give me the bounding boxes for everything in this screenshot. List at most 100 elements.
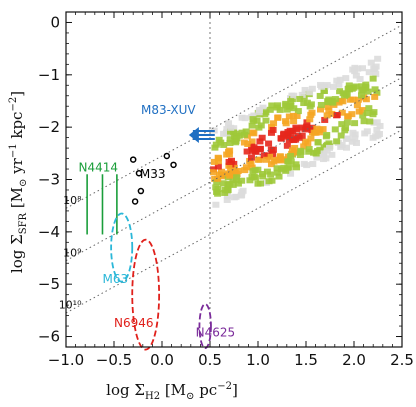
density-cell	[274, 114, 282, 121]
x-tick-label: −0.5	[96, 351, 132, 369]
m33-point	[163, 152, 171, 160]
density-cell	[270, 120, 278, 127]
density-cell	[275, 173, 283, 180]
density-cell	[323, 112, 331, 119]
density-cell	[262, 117, 270, 124]
density-cell	[356, 76, 364, 83]
density-cell	[322, 155, 330, 162]
density-cell	[338, 121, 346, 128]
y-tick-label: 0	[50, 13, 60, 31]
density-cell	[272, 157, 280, 164]
n6946-ellipse	[131, 238, 161, 351]
n4414-label: N4414	[78, 161, 118, 175]
depletion-label: 10⁹	[63, 246, 81, 259]
density-cell	[323, 132, 331, 139]
density-cell	[300, 100, 308, 107]
density-cell	[280, 156, 288, 163]
density-cell	[308, 124, 316, 131]
density-cell	[373, 126, 381, 133]
density-cell	[263, 156, 271, 163]
density-cell	[375, 131, 383, 138]
x-tick-label: −1.0	[48, 351, 84, 369]
density-cell	[331, 126, 339, 133]
density-cell	[331, 96, 339, 103]
density-cell	[320, 87, 328, 94]
density-cell	[367, 59, 375, 66]
density-cell	[256, 146, 264, 153]
density-cell	[250, 144, 258, 151]
density-cell	[241, 115, 249, 122]
density-cell	[307, 135, 315, 142]
density-cell	[323, 82, 331, 89]
density-cell	[362, 81, 370, 88]
density-cell	[354, 96, 362, 103]
density-cell	[305, 148, 313, 155]
density-cell	[268, 102, 276, 109]
m33-point	[129, 156, 137, 163]
density-cell	[369, 75, 377, 82]
density-cell	[212, 141, 220, 148]
density-cell	[259, 170, 267, 177]
density-cell	[373, 89, 381, 96]
density-cell	[290, 105, 298, 112]
density-cell	[300, 143, 308, 150]
density-cell	[258, 134, 266, 141]
density-cell	[229, 181, 237, 188]
density-cell	[266, 106, 274, 113]
density-cell	[283, 133, 291, 140]
density-cell	[363, 128, 371, 135]
density-cell	[246, 177, 254, 184]
density-cell	[233, 135, 241, 142]
density-cell	[339, 90, 347, 97]
m33-point	[135, 169, 143, 177]
density-cell	[338, 141, 346, 148]
x-tick-label: 1.0	[246, 351, 270, 369]
density-cell	[221, 189, 229, 196]
m63-label: M63	[102, 272, 128, 286]
m83-label: M83-XUV	[141, 103, 196, 117]
depletion-label: 10⁸	[63, 194, 82, 207]
density-cell	[249, 168, 257, 175]
depletion-line	[65, 76, 403, 262]
density-cell	[351, 135, 359, 142]
density-cell	[296, 152, 304, 159]
density-cell	[358, 65, 366, 72]
density-cell	[248, 138, 256, 145]
density-cell	[227, 124, 235, 131]
density-cell	[336, 88, 344, 95]
density-cell	[262, 109, 270, 116]
density-cell	[342, 125, 350, 132]
density-cell	[277, 135, 285, 142]
density-cell	[344, 135, 352, 142]
density-cell	[221, 186, 229, 193]
galaxy-markers: N4414 M33 M83-XUV M63 N6946 N4625	[78, 103, 235, 351]
density-cell	[352, 72, 360, 79]
density-cell	[358, 83, 366, 90]
density-cell	[300, 160, 308, 167]
density-cell	[366, 118, 374, 125]
density-cell	[325, 107, 333, 114]
density-cell	[290, 92, 298, 99]
density-cell	[265, 140, 273, 147]
density-cell	[350, 84, 358, 91]
density-cell	[304, 140, 312, 147]
density-cell	[313, 154, 321, 161]
m33-point	[137, 187, 145, 195]
x-axis-ticks: −1.0 −0.5 0.0 0.5 1.0 1.5 2.0 2.5	[48, 12, 414, 369]
density-cell	[352, 139, 360, 146]
density-cell	[244, 141, 252, 148]
density-cell	[260, 152, 268, 159]
x-tick-label: 2.0	[342, 351, 366, 369]
density-cell	[273, 165, 281, 172]
density-cell	[212, 201, 220, 208]
y-tick-label: −5	[38, 275, 60, 293]
density-cell	[268, 177, 276, 184]
density-cell	[333, 77, 341, 84]
density-cell	[225, 148, 233, 155]
density-cell	[247, 154, 255, 161]
density-cell	[284, 129, 292, 136]
x-tick-label: 0.5	[198, 351, 222, 369]
density-cell	[290, 118, 298, 125]
density-cell	[226, 172, 234, 179]
